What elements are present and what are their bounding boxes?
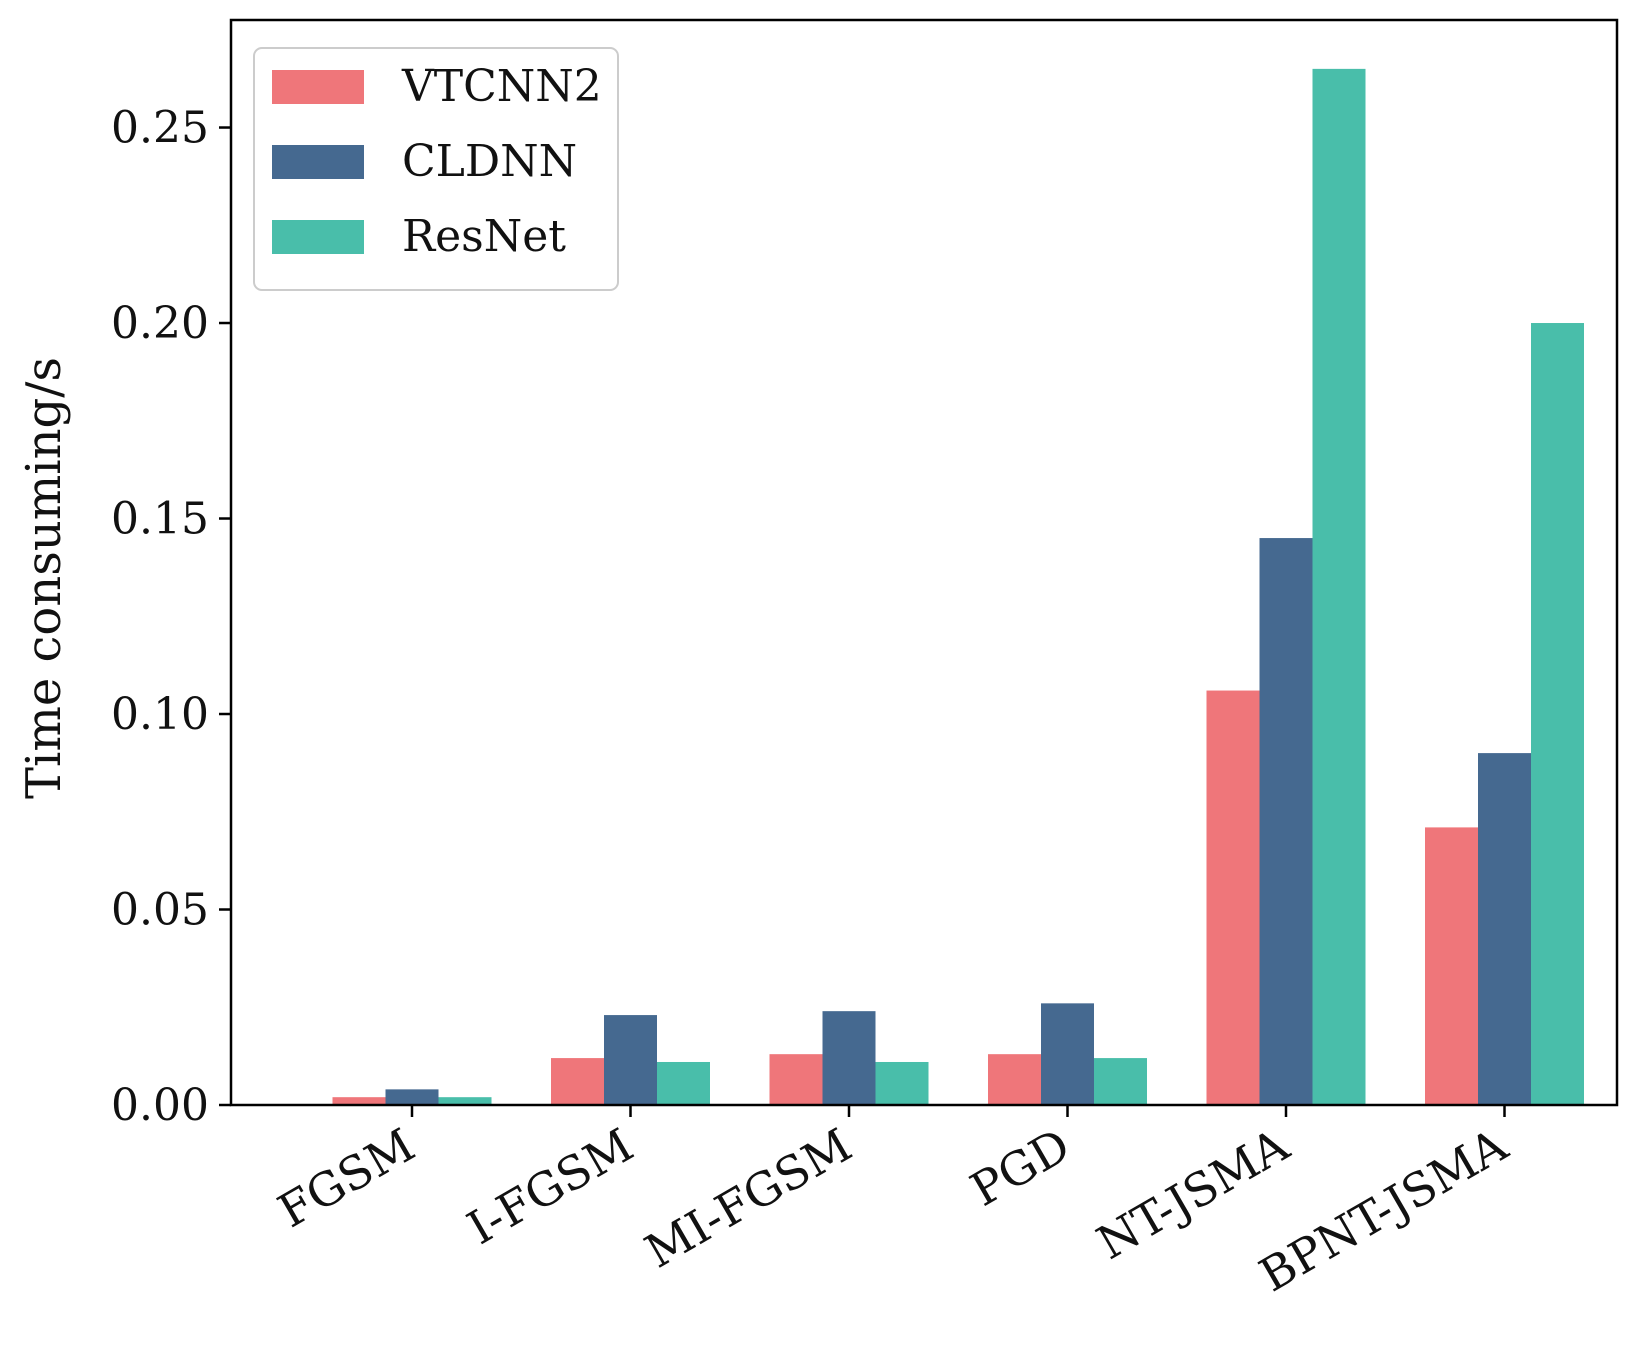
bar-resnet-mi-fgsm	[875, 1061, 929, 1105]
bar-cldnn-mi-fgsm	[822, 1011, 876, 1105]
legend-label-resnet: ResNet	[402, 211, 566, 262]
bar-cldnn-nt-jsma	[1259, 538, 1313, 1105]
y-axis: 0.00 0.05 0.10 0.15 0.20 0.25	[111, 103, 231, 1131]
x-tick-label: FGSM	[269, 1118, 424, 1238]
y-tick-label: 0.05	[111, 885, 209, 936]
y-tick-label: 0.00	[111, 1080, 209, 1131]
x-tick-label: PGD	[961, 1118, 1079, 1217]
legend-swatch-cldnn	[272, 145, 364, 179]
x-tick-label: MI-FGSM	[636, 1118, 861, 1279]
bar-vtcnn2-nt-jsma	[1206, 690, 1260, 1105]
bar-resnet-i-fgsm	[657, 1061, 710, 1105]
legend-label-cldnn: CLDNN	[402, 136, 577, 187]
bar-resnet-pgd	[1094, 1058, 1147, 1105]
bar-vtcnn2-mi-fgsm	[769, 1054, 823, 1105]
y-tick-label: 0.20	[111, 298, 209, 349]
bar-vtcnn2-pgd	[988, 1054, 1041, 1105]
bar-resnet-nt-jsma	[1312, 68, 1366, 1105]
plot-frame	[229, 18, 1619, 1107]
y-tick-label: 0.15	[111, 494, 209, 545]
bar-vtcnn2-bpnt-jsma	[1425, 827, 1478, 1105]
bar-cldnn-i-fgsm	[604, 1015, 657, 1105]
x-tick-label: I-FGSM	[458, 1118, 642, 1255]
bars-layer	[332, 68, 1584, 1105]
bar-vtcnn2-fgsm	[332, 1097, 386, 1105]
bar-cldnn-pgd	[1041, 1003, 1094, 1105]
y-axis-label: Time consuming/s	[16, 357, 72, 799]
legend: VTCNN2 CLDNN ResNet	[253, 47, 619, 291]
y-tick-label: 0.25	[111, 103, 209, 154]
y-tick-label: 0.10	[111, 689, 209, 740]
bar-cldnn-fgsm	[385, 1089, 439, 1105]
x-tick-label: BPNT-JSMA	[1250, 1117, 1516, 1302]
bar-resnet-fgsm	[438, 1097, 492, 1105]
legend-swatch-vtcnn2	[272, 70, 364, 104]
legend-swatch-resnet	[272, 220, 364, 254]
bar-cldnn-bpnt-jsma	[1478, 753, 1531, 1105]
bar-vtcnn2-i-fgsm	[551, 1058, 604, 1105]
bar-resnet-bpnt-jsma	[1531, 323, 1584, 1105]
legend-label-vtcnn2: VTCNN2	[401, 61, 602, 112]
